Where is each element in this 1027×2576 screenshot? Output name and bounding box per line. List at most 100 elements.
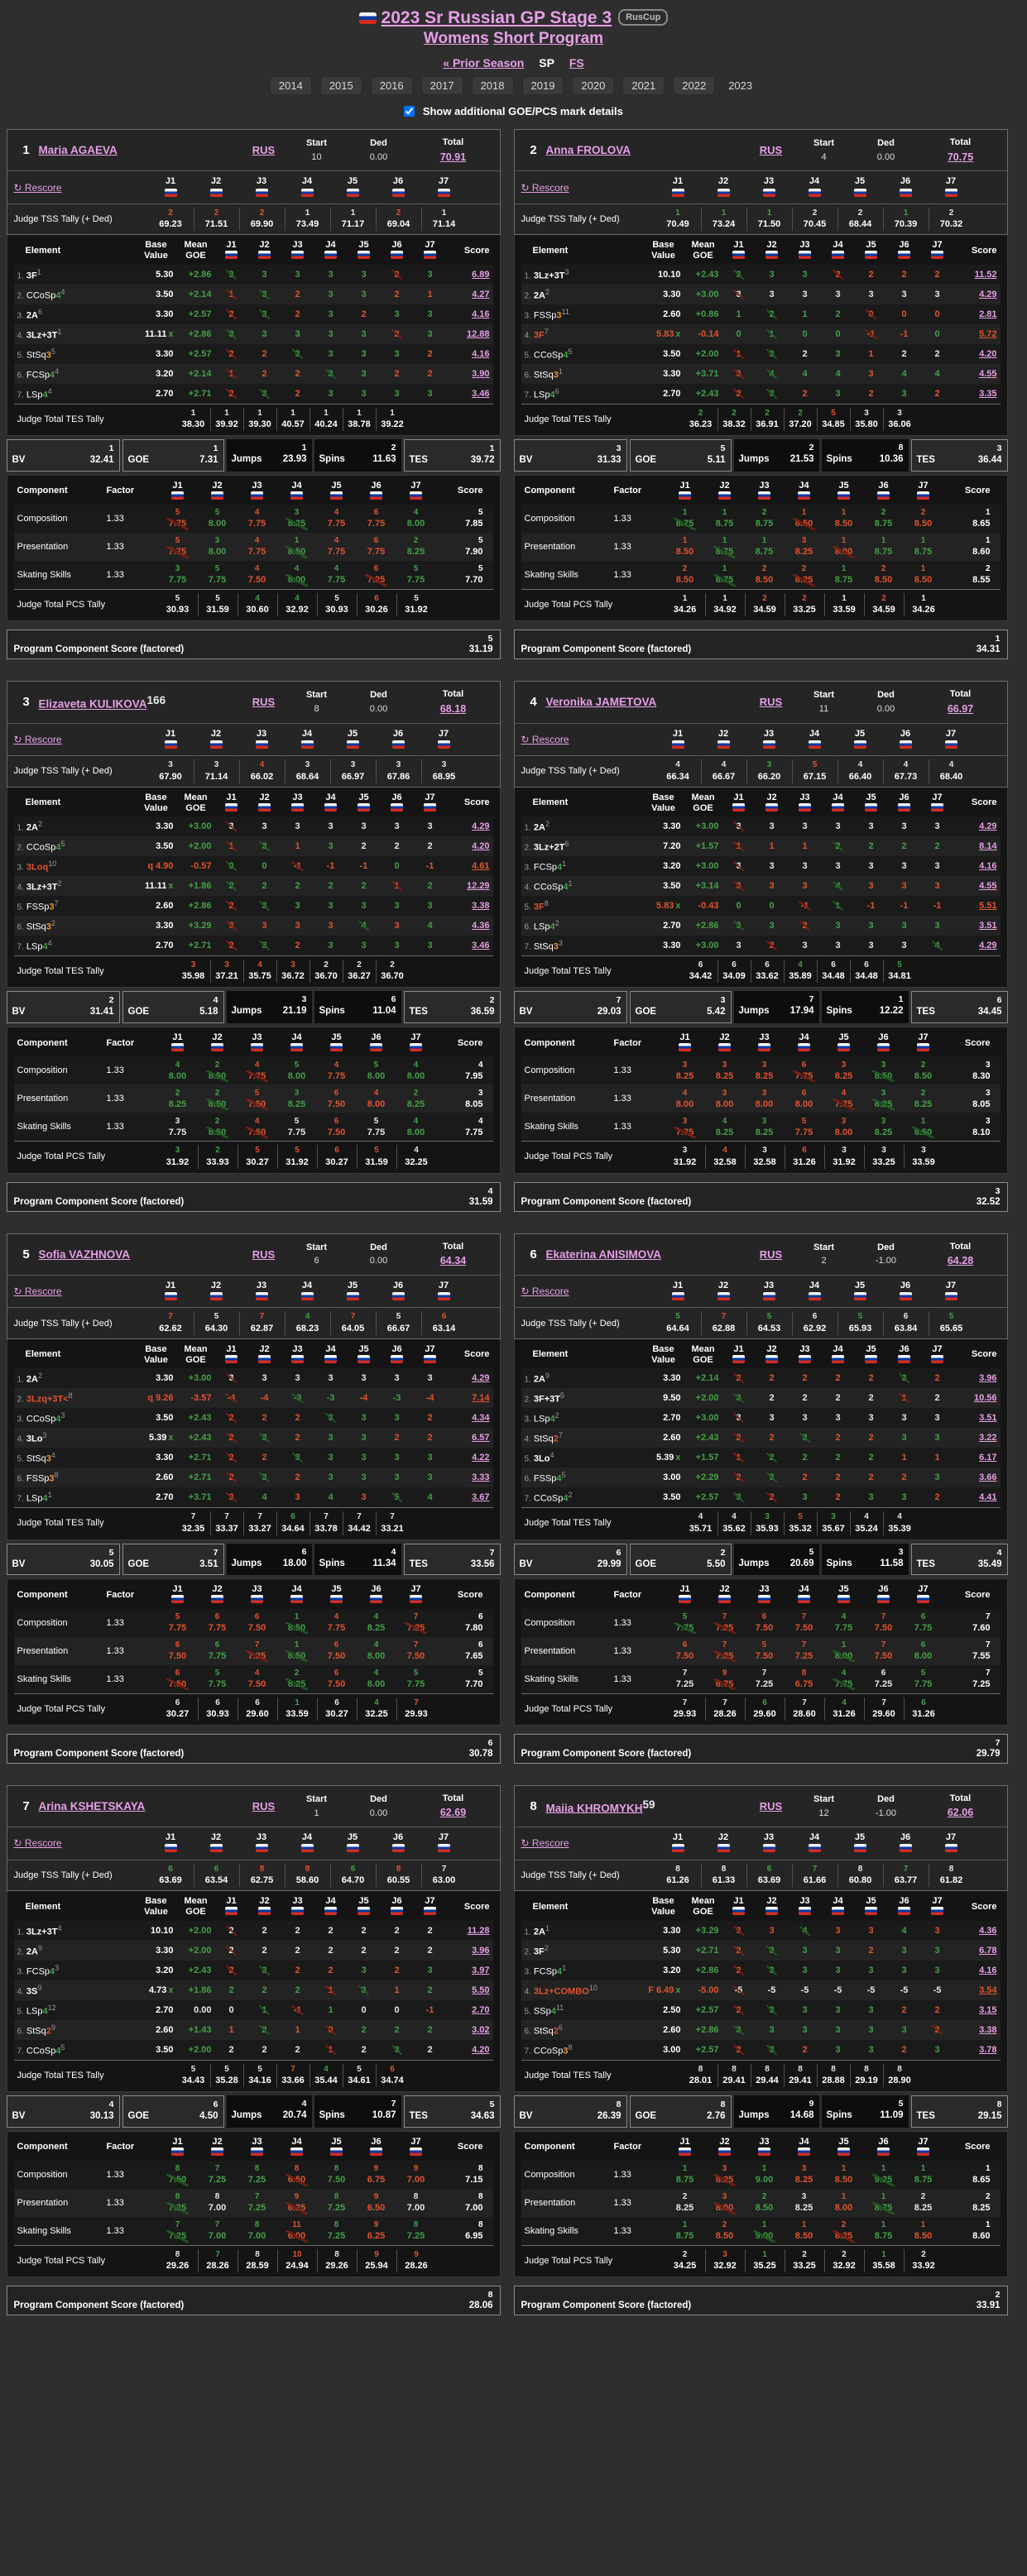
element-score-link[interactable]: 5.51 <box>979 900 997 911</box>
element-score-link[interactable]: 4.61 <box>472 860 490 871</box>
element-score-link[interactable]: 4.27 <box>472 289 490 299</box>
tab-fs-link[interactable]: FS <box>569 56 584 69</box>
skater-name-link[interactable]: Maiia KHROMYKH <box>545 1802 643 1815</box>
year-button-2019[interactable]: 2019 <box>521 76 564 95</box>
element-score-link[interactable]: 3.97 <box>472 1965 490 1975</box>
goe-details-checkbox[interactable] <box>404 106 415 117</box>
rescore-link[interactable]: ↻ Rescore <box>13 181 62 194</box>
element-score-link[interactable]: 3.38 <box>472 900 490 911</box>
total-score-link[interactable]: 68.18 <box>439 702 467 715</box>
total-score-link[interactable]: 64.34 <box>439 1255 467 1267</box>
prior-season-link[interactable]: « Prior Season <box>443 56 525 69</box>
element-score-link[interactable]: 3.15 <box>979 2004 997 2015</box>
element-score-link[interactable]: 4.29 <box>472 821 490 831</box>
element-score-link[interactable]: 3.33 <box>472 1472 490 1483</box>
rescore-link[interactable]: ↻ Rescore <box>521 181 569 194</box>
year-button-2016[interactable]: 2016 <box>370 76 413 95</box>
element-score-link[interactable]: 4.29 <box>472 1373 490 1384</box>
nation-link[interactable]: RUS <box>252 144 276 157</box>
element-score-link[interactable]: 3.67 <box>472 1492 490 1503</box>
element-score-link[interactable]: 3.51 <box>979 1413 997 1424</box>
element-score-link[interactable]: 4.55 <box>979 880 997 891</box>
element-score-link[interactable]: 4.16 <box>472 309 490 319</box>
total-score-link[interactable]: 62.06 <box>947 1807 974 1819</box>
element-score-link[interactable]: 4.34 <box>472 1413 490 1424</box>
year-button-2022[interactable]: 2022 <box>673 76 716 95</box>
rescore-link[interactable]: ↻ Rescore <box>521 733 569 745</box>
element-score-link[interactable]: 4.55 <box>979 368 997 379</box>
total-score-link[interactable]: 66.97 <box>947 702 974 715</box>
element-score-link[interactable]: 11.28 <box>467 1925 490 1936</box>
element-score-link[interactable]: 4.16 <box>979 860 997 871</box>
skater-name-link[interactable]: Sofia VAZHNOVA <box>38 1247 131 1261</box>
year-button-2017[interactable]: 2017 <box>420 76 463 95</box>
total-score-link[interactable]: 70.91 <box>439 151 467 163</box>
element-score-link[interactable]: 3.22 <box>979 1433 997 1444</box>
element-score-link[interactable]: 4.36 <box>979 1925 997 1936</box>
element-score-link[interactable]: 4.29 <box>979 289 997 299</box>
element-score-link[interactable]: 2.70 <box>472 2004 490 2015</box>
element-score-link[interactable]: 3.66 <box>979 1472 997 1483</box>
element-score-link[interactable]: 3.38 <box>979 2024 997 2035</box>
element-score-link[interactable]: 4.29 <box>979 821 997 831</box>
element-score-link[interactable]: 4.29 <box>979 940 997 950</box>
element-score-link[interactable]: 6.89 <box>472 269 490 280</box>
year-button-2018[interactable]: 2018 <box>471 76 514 95</box>
skater-name-link[interactable]: Ekaterina ANISIMOVA <box>545 1247 662 1261</box>
element-score-link[interactable]: 3.46 <box>472 388 490 399</box>
year-button-2014[interactable]: 2014 <box>269 76 312 95</box>
rescore-link[interactable]: ↻ Rescore <box>13 1837 62 1850</box>
element-score-link[interactable]: 4.22 <box>472 1453 490 1463</box>
element-score-link[interactable]: 4.20 <box>472 2044 490 2055</box>
element-score-link[interactable]: 5.72 <box>979 328 997 339</box>
rescore-link[interactable]: ↻ Rescore <box>521 1286 569 1298</box>
year-button-2020[interactable]: 2020 <box>572 76 615 95</box>
element-score-link[interactable]: 3.96 <box>472 1945 490 1956</box>
element-score-link[interactable]: 12.88 <box>466 328 490 339</box>
element-score-link[interactable]: 3.96 <box>979 1373 997 1384</box>
total-score-link[interactable]: 70.75 <box>947 151 974 163</box>
element-score-link[interactable]: 3.90 <box>472 368 490 379</box>
element-score-link[interactable]: 3.51 <box>979 920 997 931</box>
skater-name-link[interactable]: Veronika JAMETOVA <box>545 696 657 709</box>
element-score-link[interactable]: 4.41 <box>979 1492 997 1503</box>
element-score-link[interactable]: 2.81 <box>979 309 997 319</box>
nation-link[interactable]: RUS <box>252 696 276 709</box>
element-score-link[interactable]: 3.78 <box>979 2044 997 2055</box>
element-score-link[interactable]: 10.56 <box>973 1393 997 1404</box>
event-title-link[interactable]: 2023 Sr Russian GP Stage 3 <box>381 8 612 27</box>
element-score-link[interactable]: 4.36 <box>472 920 490 931</box>
element-score-link[interactable]: 3.54 <box>979 1985 997 1995</box>
element-score-link[interactable]: 11.52 <box>974 269 997 280</box>
skater-name-link[interactable]: Arina KSHETSKAYA <box>38 1800 146 1813</box>
womens-link[interactable]: Womens <box>423 30 489 47</box>
total-score-link[interactable]: 64.28 <box>947 1255 974 1267</box>
element-score-link[interactable]: 5.50 <box>472 1985 490 1995</box>
rescore-link[interactable]: ↻ Rescore <box>521 1837 569 1850</box>
element-score-link[interactable]: 4.20 <box>979 348 997 359</box>
rescore-link[interactable]: ↻ Rescore <box>13 1286 62 1298</box>
element-score-link[interactable]: 4.16 <box>472 348 490 359</box>
nation-link[interactable]: RUS <box>759 696 783 709</box>
rescore-link[interactable]: ↻ Rescore <box>13 733 62 745</box>
element-score-link[interactable]: 4.20 <box>472 840 490 851</box>
nation-link[interactable]: RUS <box>759 1247 783 1261</box>
element-score-link[interactable]: 8.14 <box>979 840 997 851</box>
element-score-link[interactable]: 3.35 <box>979 388 997 399</box>
element-score-link[interactable]: 12.29 <box>466 880 490 891</box>
year-button-2021[interactable]: 2021 <box>622 76 665 95</box>
element-score-link[interactable]: 6.17 <box>979 1453 997 1463</box>
element-score-link[interactable]: 6.57 <box>472 1433 490 1444</box>
element-score-link[interactable]: 3.46 <box>472 940 490 950</box>
year-button-2015[interactable]: 2015 <box>319 76 362 95</box>
total-score-link[interactable]: 62.69 <box>439 1807 467 1819</box>
skater-name-link[interactable]: Anna FROLOVA <box>545 144 631 157</box>
element-score-link[interactable]: 3.02 <box>472 2024 490 2035</box>
nation-link[interactable]: RUS <box>759 144 783 157</box>
skater-name-link[interactable]: Elizaveta KULIKOVA <box>38 697 147 711</box>
short-program-link[interactable]: Short Program <box>493 30 604 47</box>
skater-name-link[interactable]: Maria AGAEVA <box>38 144 118 157</box>
element-score-link[interactable]: 4.16 <box>979 1965 997 1975</box>
element-score-link[interactable]: 7.14 <box>472 1393 490 1404</box>
nation-link[interactable]: RUS <box>759 1800 783 1813</box>
